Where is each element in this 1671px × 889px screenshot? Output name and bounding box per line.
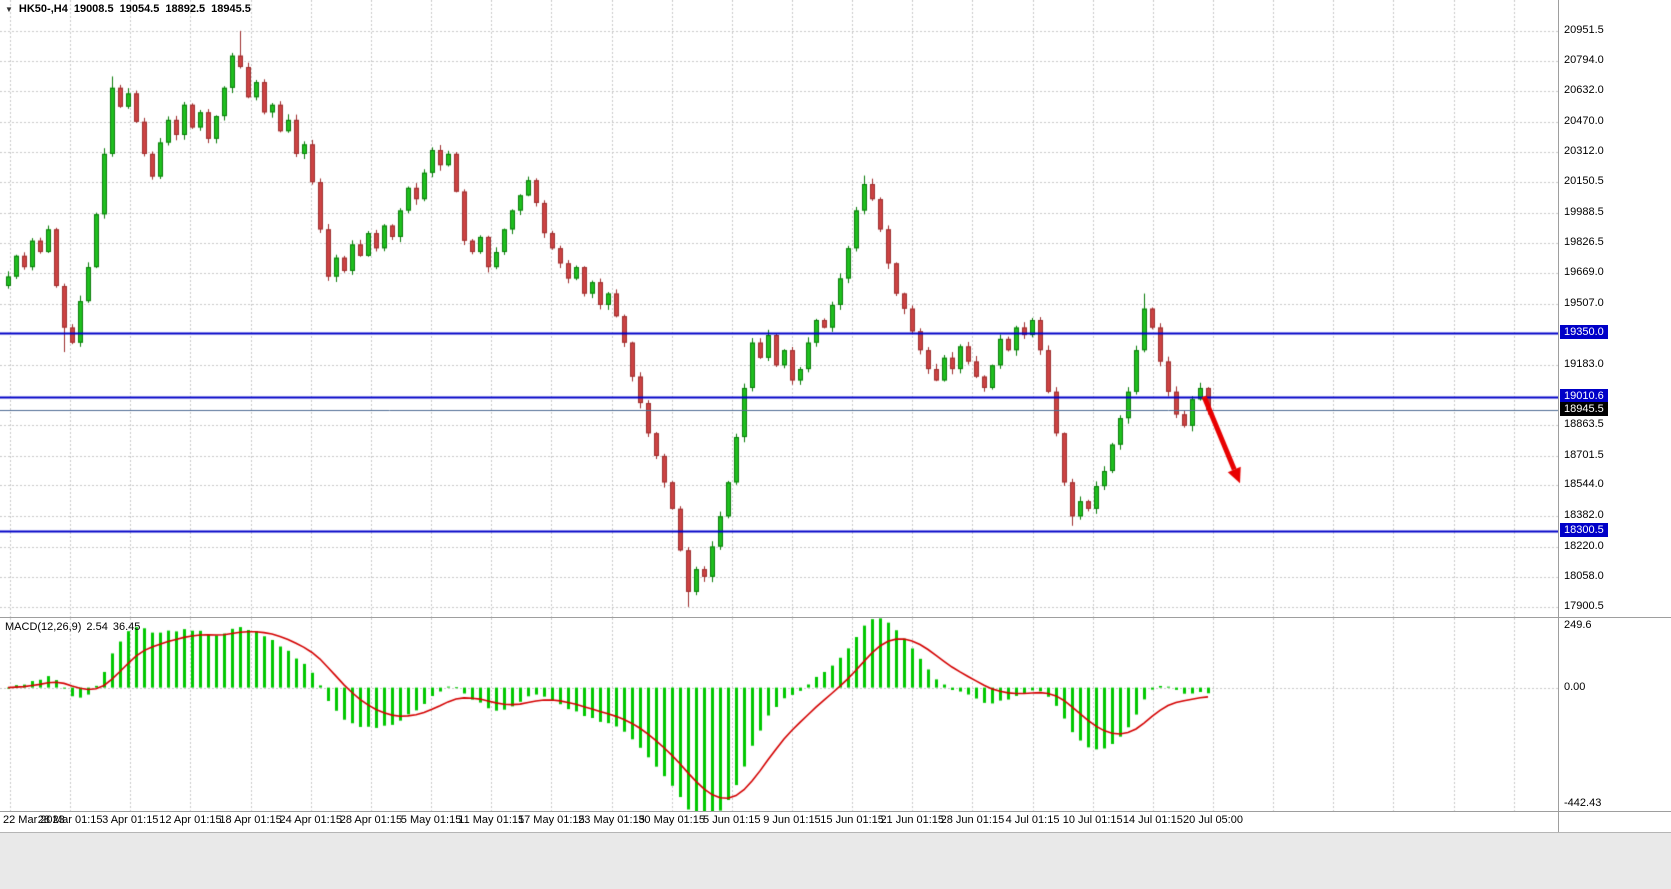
price-tick-label: 20951.5 (1564, 24, 1604, 36)
pane-separator[interactable] (0, 811, 1671, 812)
price-tick-label: 19826.5 (1564, 236, 1604, 248)
time-axis-label: 10 Jul 01:15 (1062, 814, 1123, 826)
macd-axis-label: 0.00 (1564, 681, 1586, 693)
time-axis-label: 11 May 01:15 (458, 814, 525, 826)
macd-signal-value: 36.45 (112, 621, 141, 633)
macd-indicator-canvas[interactable] (0, 618, 1558, 811)
window-bottom-area (0, 832, 1671, 889)
hline-price-label: 19010.6 (1560, 389, 1608, 403)
axis-separator (1558, 0, 1559, 832)
macd-axis-label: 249.6 (1564, 619, 1592, 631)
pane-separator[interactable] (0, 617, 1671, 618)
price-tick-label: 17900.5 (1564, 600, 1604, 612)
time-axis-label: 20 Jul 05:00 (1183, 814, 1243, 826)
current-price-label: 18945.5 (1560, 402, 1608, 416)
time-axis-label: 28 Apr 01:15 (339, 814, 403, 826)
macd-name: MACD(12,26,9) (5, 621, 82, 633)
price-tick-label: 18058.0 (1564, 570, 1604, 582)
price-tick-label: 20312.0 (1564, 145, 1604, 157)
price-tick-label: 19183.0 (1564, 358, 1604, 370)
symbol-dropdown-icon[interactable]: ▼ (5, 4, 13, 14)
price-tick-label: 20794.0 (1564, 54, 1604, 66)
main-chart-canvas[interactable] (0, 0, 1558, 617)
time-axis-label: 21 Jun 01:15 (880, 814, 945, 826)
time-axis-label: 28 Mar 01:15 (37, 814, 103, 826)
price-tick-label: 18382.0 (1564, 509, 1604, 521)
price-tick-label: 19669.0 (1564, 266, 1604, 278)
time-axis-label: 14 Jul 01:15 (1122, 814, 1183, 826)
time-axis-label: 3 Apr 01:15 (102, 814, 159, 826)
price-tick-label: 18544.0 (1564, 478, 1604, 490)
time-axis-label: 18 Apr 01:15 (219, 814, 282, 826)
time-axis-label: 22 Mar 2023 (3, 814, 65, 826)
hline-price-label: 18300.5 (1560, 523, 1608, 537)
time-axis-label: 4 Jul 01:15 (1005, 814, 1060, 826)
ohlc-close-value: 18945.5 (211, 3, 251, 15)
price-tick-label: 18220.0 (1564, 540, 1604, 552)
price-tick-label: 18701.5 (1564, 449, 1604, 461)
time-axis-label: 5 May 01:15 (400, 814, 462, 826)
price-axis: 20951.5 20794.0 20632.0 20470.0 20312.0 20150… (1559, 0, 1671, 832)
time-axis-label: 12 Apr 01:15 (159, 814, 222, 826)
time-axis-label: 28 Jun 01:15 (940, 814, 1005, 826)
time-axis-label: 9 Jun 01:15 (763, 814, 821, 826)
price-tick-label: 20150.5 (1564, 175, 1604, 187)
macd-axis-label: -442.43 (1564, 797, 1602, 809)
price-tick-label: 19988.5 (1564, 206, 1604, 218)
time-axis-label: 24 Apr 01:15 (279, 814, 342, 826)
price-tick-label: 18863.5 (1564, 418, 1604, 430)
time-axis: 22 Mar 2023 28 Mar 01:15 3 Apr 01:15 12 Apr… (0, 812, 1558, 832)
ohlc-low-value: 18892.5 (165, 3, 206, 15)
time-axis-label: 23 May 01:15 (578, 814, 645, 826)
chart-header: ▼ HK50-,H4 19008.5 19054.5 18892.5 18945… (5, 3, 251, 15)
time-axis-label: 15 Jun 01:15 (820, 814, 884, 826)
hline-price-label: 19350.0 (1560, 325, 1608, 339)
macd-main-value: 2.54 (86, 621, 108, 633)
price-tick-label: 19507.0 (1564, 297, 1604, 309)
ohlc-open-value: 19008.5 (73, 3, 114, 15)
time-axis-label: 5 Jun 01:15 (703, 814, 761, 826)
price-tick-label: 20632.0 (1564, 84, 1604, 96)
symbol-period-label: HK50-,H4 (18, 3, 68, 15)
price-tick-label: 20470.0 (1564, 115, 1604, 127)
time-axis-label: 30 May 01:15 (638, 814, 705, 826)
time-axis-label: 17 May 01:15 (518, 814, 585, 826)
ohlc-high-value: 19054.5 (119, 3, 160, 15)
macd-indicator-label: MACD(12,26,9) 2.54 36.45 (5, 621, 145, 633)
